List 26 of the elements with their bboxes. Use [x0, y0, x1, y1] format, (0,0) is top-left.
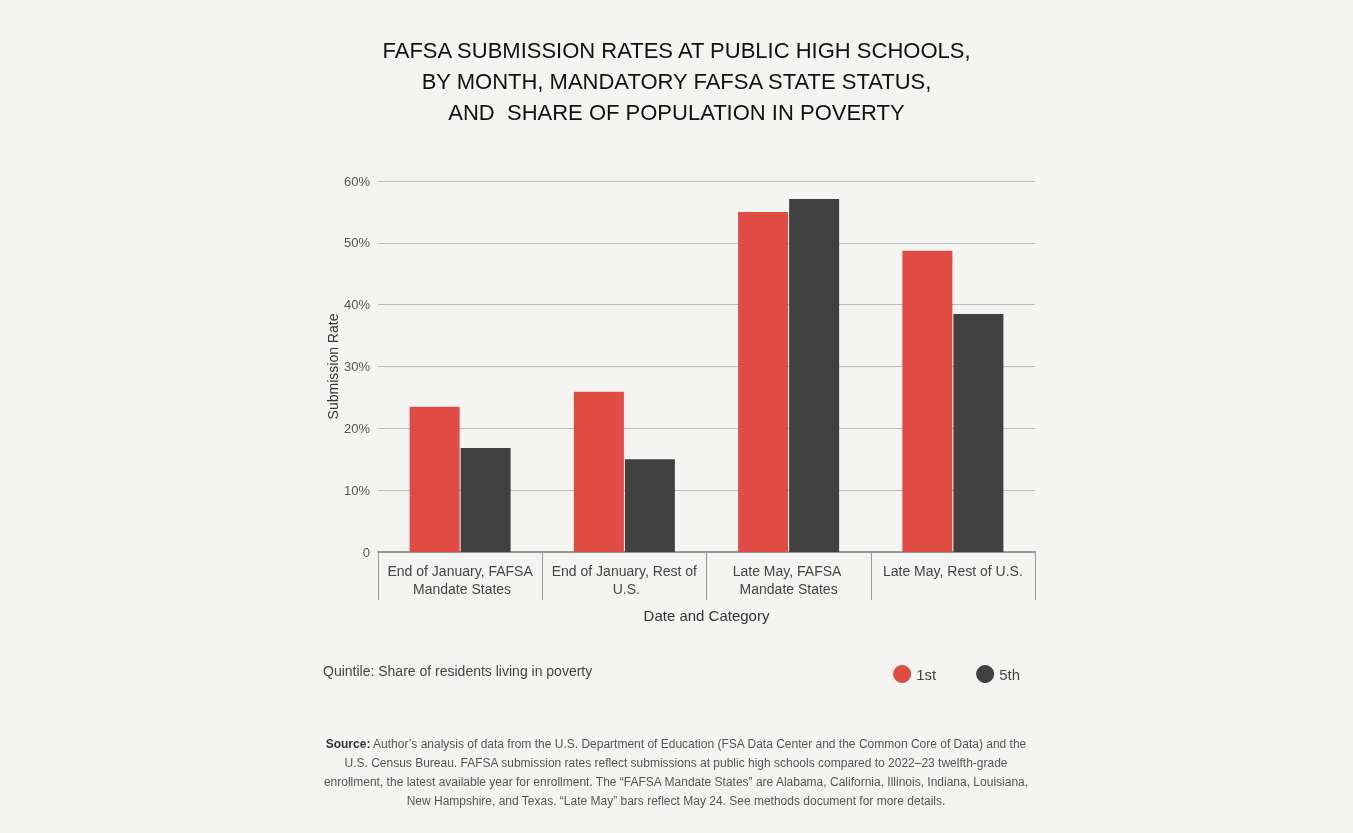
- x-axis-title: Date and Category: [643, 607, 770, 624]
- y-tick-label: 60%: [343, 173, 371, 189]
- bar: [902, 250, 953, 552]
- bar: [409, 406, 460, 552]
- y-tick-label: 30%: [343, 359, 371, 374]
- bar: [460, 448, 511, 552]
- legend-label: 1st: [916, 665, 937, 683]
- bar: [738, 211, 789, 552]
- y-tick-label: 10%: [343, 482, 371, 498]
- y-tick-label: 0: [362, 544, 370, 560]
- bar: [789, 198, 840, 552]
- y-axis-title: Submission Rate: [325, 313, 341, 420]
- legend-title: Quintile: Share of residents living in poverty: [323, 663, 593, 679]
- x-tick-label: Late May, FAFSA Mandate States: [732, 563, 845, 597]
- x-tick-label: Late May, Rest of U.S.: [882, 563, 1023, 579]
- y-tick-label: 40%: [343, 297, 371, 313]
- bar: [953, 313, 1004, 552]
- legend-label: 5th: [999, 665, 1021, 683]
- source-note: Source: Author’s analysis of data from the U.S. Department of Education (FSA Data Center and the Common Core of Data) and the U.S. Census Bureau. FAFSA submission rates reflect submissions at public high schools compared to 2022–23 twelfth-grade enrollment, the latest available year for enrollment. The “FAFSA Mandate States” are Alabama, California, Illinois, Indiana, Louisiana, New Hampshire, and Texas. “Late May” bars reflect May 24. See methods document for more details.: [322, 736, 1030, 810]
- x-tick-label: End of January, Rest of U.S.: [551, 563, 698, 597]
- x-tick-label: End of January, FAFSA Mandate States: [387, 563, 534, 597]
- bar: [573, 391, 624, 552]
- y-tick-label: 50%: [343, 235, 371, 251]
- y-tick-label: 20%: [343, 420, 371, 436]
- chart-title: FAFSA SUBMISSION RATES AT PUBLIC HIGH SCHOOLS, BY MONTH, MANDATORY FAFSA STATE STATUS, AND SHARE OF POPULATION IN POVERTY: [382, 38, 971, 125]
- bar: [624, 459, 675, 552]
